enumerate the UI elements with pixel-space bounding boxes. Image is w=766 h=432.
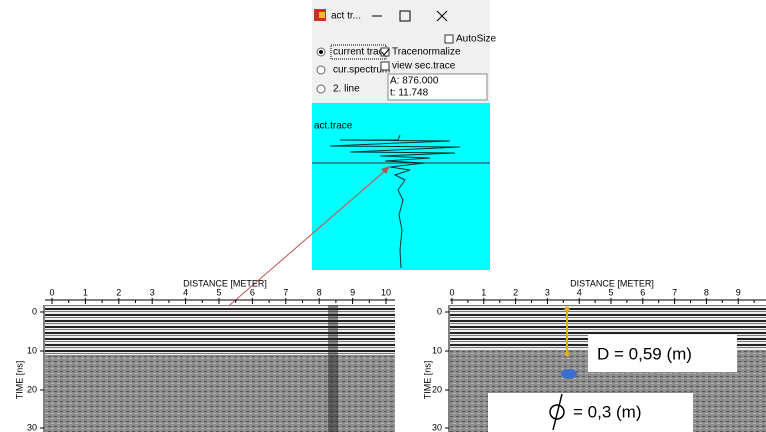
target-ellipse — [561, 369, 577, 379]
left-radargram-top — [45, 305, 395, 355]
y-tick-label: 10 — [27, 345, 37, 355]
readout-text: A: 876.000 — [390, 76, 439, 87]
radio-label[interactable]: 2. line — [333, 84, 360, 95]
checkbox[interactable] — [445, 35, 453, 43]
depth-dot — [565, 352, 570, 357]
x-tick-label: 2 — [116, 287, 121, 297]
depth-dot — [565, 307, 570, 312]
x-tick-label: 6 — [250, 287, 255, 297]
app-icon-inner — [319, 12, 325, 18]
y-axis-title: TIME [ns] — [14, 361, 24, 400]
x-tick-label: 8 — [317, 287, 322, 297]
checkbox[interactable] — [381, 62, 389, 70]
x-tick-label: 7 — [283, 287, 288, 297]
x-tick-label: 9 — [350, 287, 355, 297]
readout-text: t: 11.748 — [390, 88, 429, 99]
annotation: = 0,3 (m) — [573, 402, 642, 421]
left-anomaly — [328, 305, 338, 432]
x-tick-label: 10 — [381, 287, 391, 297]
x-tick-label: 3 — [150, 287, 155, 297]
y-tick-label: 30 — [27, 422, 37, 432]
annotation: D = 0,59 (m) — [597, 344, 692, 363]
x-tick-label: 9 — [736, 287, 741, 297]
radio-button[interactable] — [317, 85, 325, 93]
y-tick-label: 0 — [437, 306, 442, 316]
y-tick-label: 0 — [32, 306, 37, 316]
x-tick-label: 8 — [704, 287, 709, 297]
x-tick-label: 0 — [449, 287, 454, 297]
checkbox-label[interactable]: view sec.trace — [392, 61, 456, 72]
screenshot: act tr... act.trace D = 0,59 (m) = 0,3 (… — [0, 0, 766, 432]
y-tick-label: 20 — [432, 384, 442, 394]
panel-label: act.trace — [314, 121, 353, 132]
checkbox-label[interactable]: Tracenormalize — [392, 47, 461, 58]
checkbox-label[interactable]: AutoSize — [456, 34, 496, 45]
x-tick-label: 7 — [672, 287, 677, 297]
x-tick-label: 1 — [481, 287, 486, 297]
y-tick-label: 30 — [432, 422, 442, 432]
x-tick-label: 4 — [183, 287, 188, 297]
x-tick-label: 0 — [49, 287, 54, 297]
x-tick-label: 3 — [545, 287, 550, 297]
y-tick-label: 10 — [432, 345, 442, 355]
x-tick-label: 5 — [216, 287, 221, 297]
window-title: act tr... — [331, 11, 361, 22]
radio-dot — [319, 50, 323, 54]
y-tick-label: 20 — [27, 384, 37, 394]
x-tick-label: 4 — [577, 287, 582, 297]
x-tick-label: 5 — [608, 287, 613, 297]
x-tick-label: 2 — [513, 287, 518, 297]
x-tick-label: 6 — [640, 287, 645, 297]
y-axis-title: TIME [ns] — [422, 361, 432, 400]
x-tick-label: 1 — [83, 287, 88, 297]
radio-button[interactable] — [317, 66, 325, 74]
